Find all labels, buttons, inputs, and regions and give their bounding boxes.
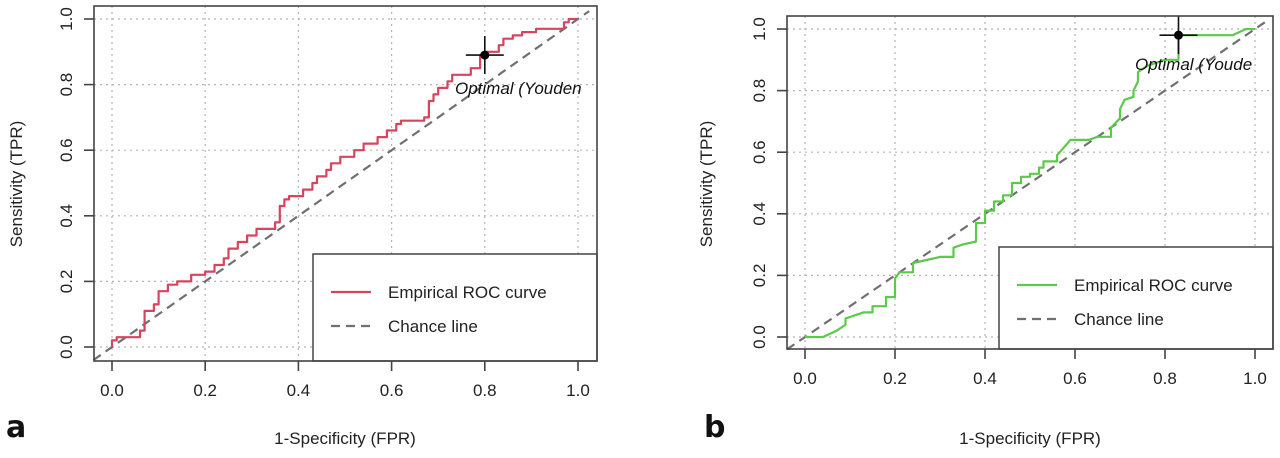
panel-b-x-tick-label: 0.8 xyxy=(1153,369,1177,388)
panel-b-y-axis-title: Sensitivity (TPR) xyxy=(697,121,716,248)
panel-b-plot: Optimal (Youde Empirical ROC curve Chance … xyxy=(697,15,1274,448)
panel-b-plot-frame xyxy=(786,15,1274,350)
panel-a-y-tick-label: 0.4 xyxy=(57,204,76,228)
panel-a-legend-label-roc: Empirical ROC curve xyxy=(388,283,547,302)
panel-a-optimal-point xyxy=(480,50,490,60)
panel-b-x-tick-label: 1.0 xyxy=(1243,369,1267,388)
panel-a-x-tick-label: 0.0 xyxy=(100,381,124,400)
panel-a-chance-line xyxy=(92,10,590,362)
panel-a-panel-letter: a xyxy=(6,410,26,445)
panel-a-x-axis-title: 1-Specificity (FPR) xyxy=(274,429,416,448)
panel-a-x-tick-label: 0.6 xyxy=(380,381,404,400)
panel-a-x-tick-label: 1.0 xyxy=(566,381,590,400)
panel-a-legend-label-chance: Chance line xyxy=(388,317,478,336)
panel-a-y-tick-label: 0.2 xyxy=(57,270,76,294)
panel-b-roc-curve xyxy=(805,27,1255,339)
panel-a-y-tick-label: 0.0 xyxy=(57,335,76,359)
panel-b-optimal-point xyxy=(1174,30,1183,40)
panel-b-x-tick-label: 0.0 xyxy=(793,369,817,388)
panel-a-x-tick-label: 0.4 xyxy=(287,381,311,400)
panel-b-x-tick-label: 0.6 xyxy=(1063,369,1087,388)
panel-b-y-tick-label: 0.8 xyxy=(750,79,769,103)
panel-b-x-axis-title: 1-Specificity (FPR) xyxy=(959,429,1101,448)
panel-a-legend-box xyxy=(312,253,598,362)
panel-a-y-axis-title: Sensitivity (TPR) xyxy=(7,121,26,248)
panel-b-legend-box xyxy=(998,246,1274,350)
panel-a-y-tick-label: 0.8 xyxy=(57,73,76,97)
panel-a-x-tick-label: 0.8 xyxy=(473,381,497,400)
panel-a-plot-frame xyxy=(93,5,598,362)
panel-b-y-tick-label: 0.0 xyxy=(750,325,769,349)
panel-b-x-tick-label: 0.2 xyxy=(883,369,907,388)
panel-b-legend-label-chance: Chance line xyxy=(1074,310,1164,329)
panel-b-y-tick-label: 0.4 xyxy=(750,202,769,226)
panel-a-y-tick-label: 0.6 xyxy=(57,138,76,162)
panel-b-panel-letter: b xyxy=(704,410,725,445)
panel-b-x-tick-label: 0.4 xyxy=(973,369,997,388)
panel-b-y-tick-label: 0.2 xyxy=(750,264,769,288)
panel-a-plot: Optimal (Youden Empirical ROC curve Chance… xyxy=(6,5,598,448)
panel-a-optimal-label: Optimal (Youden xyxy=(455,79,582,98)
panel-b-legend-label-roc: Empirical ROC curve xyxy=(1074,276,1233,295)
panel-a-y-tick-label: 1.0 xyxy=(57,7,76,31)
panel-b-y-tick-label: 1.0 xyxy=(750,17,769,41)
panel-b-optimal-label: Optimal (Youde xyxy=(1135,55,1252,74)
panel-b-y-tick-label: 0.6 xyxy=(750,140,769,164)
panel-a-x-tick-label: 0.2 xyxy=(193,381,217,400)
panel-b-chance-line xyxy=(786,20,1267,351)
